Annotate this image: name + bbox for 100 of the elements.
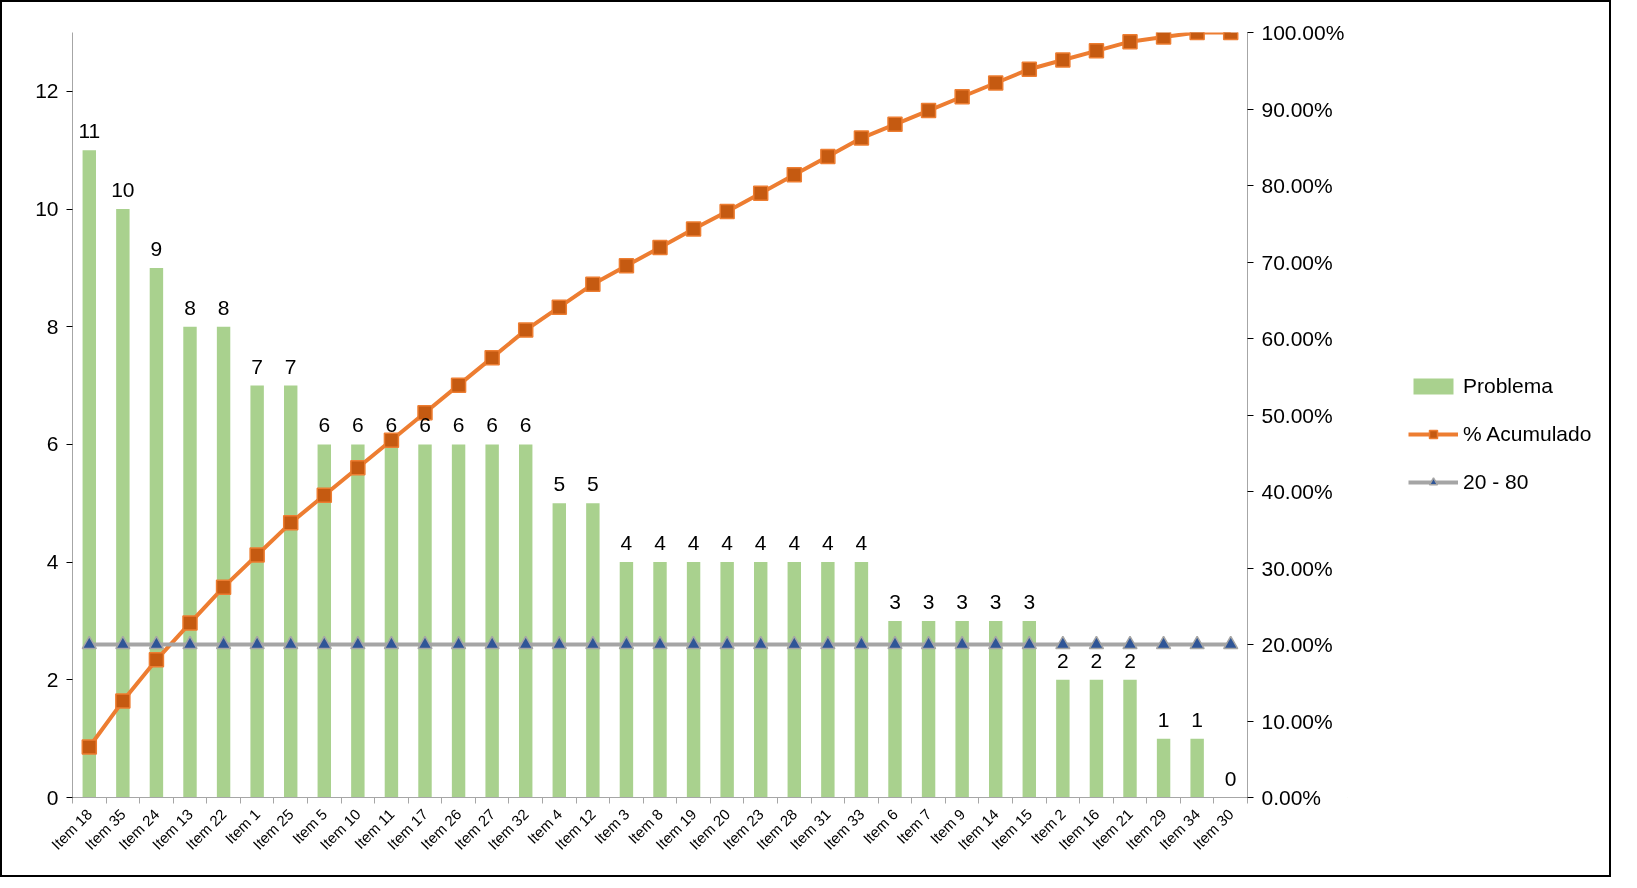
y2-tick-label: 80.00%	[1261, 174, 1333, 197]
bar	[955, 620, 969, 798]
point	[1155, 635, 1172, 650]
point	[115, 635, 131, 650]
point	[182, 615, 198, 631]
point	[1222, 635, 1239, 650]
bar	[754, 562, 768, 798]
point	[920, 635, 937, 650]
point	[450, 377, 467, 393]
y2-tick-label: 40.00%	[1261, 480, 1333, 503]
y2-tick-label: 50.00%	[1261, 403, 1333, 427]
bar	[250, 385, 264, 798]
y2-tick-label: 0.00%	[1261, 786, 1322, 809]
legend-label: Problema	[1463, 374, 1553, 398]
legend-label: 20 - 80	[1463, 470, 1529, 494]
bar	[586, 503, 600, 798]
data-label: 1	[1157, 707, 1170, 731]
point	[752, 635, 769, 650]
point	[887, 116, 903, 133]
y2-tick-label: 30.00%	[1261, 556, 1333, 580]
data-label: 4	[754, 531, 767, 555]
point	[1021, 635, 1038, 650]
bar	[1056, 679, 1070, 798]
point	[81, 635, 98, 650]
data-label: 2	[1124, 648, 1136, 672]
bar	[619, 562, 634, 798]
point	[887, 635, 903, 650]
bar	[351, 444, 365, 798]
bar	[82, 150, 96, 798]
point	[1021, 61, 1038, 77]
point	[786, 635, 803, 650]
data-label: 6	[318, 413, 331, 437]
y-tick-label: 10	[35, 197, 59, 221]
point	[585, 635, 601, 650]
y2-tick-label: 90.00%	[1261, 97, 1333, 121]
point	[1055, 635, 1071, 650]
bar	[519, 444, 533, 798]
data-label: 4	[822, 531, 835, 555]
point	[853, 130, 870, 146]
y2-tick-label: 20.00%	[1261, 633, 1333, 656]
data-label: 1	[1191, 707, 1203, 731]
point	[954, 89, 970, 105]
legend-label: % Acumulado	[1463, 422, 1592, 446]
data-label: 10	[111, 178, 135, 202]
y-tick-label: 8	[46, 314, 59, 338]
data-label: 2	[1057, 648, 1069, 672]
point	[853, 635, 870, 650]
bar	[989, 620, 1003, 798]
point	[954, 635, 970, 650]
data-label: 4	[654, 531, 667, 555]
bar	[149, 267, 164, 798]
point	[215, 579, 232, 595]
bar	[1022, 620, 1036, 798]
data-label: 4	[788, 531, 801, 555]
bar	[686, 562, 701, 798]
data-label: 4	[855, 531, 868, 555]
point	[987, 635, 1004, 650]
point	[383, 432, 400, 448]
bar	[1156, 738, 1171, 798]
point	[282, 515, 299, 531]
data-label: 5	[553, 472, 566, 496]
y-tick-label: 4	[46, 550, 59, 574]
bar	[921, 620, 936, 798]
point	[417, 635, 433, 650]
point	[652, 635, 668, 650]
point	[148, 652, 165, 668]
point	[1189, 635, 1205, 650]
point	[1122, 33, 1138, 50]
bar	[116, 209, 130, 798]
point	[719, 203, 735, 220]
data-label: 6	[385, 413, 398, 437]
point	[517, 322, 534, 338]
bar	[418, 444, 432, 798]
data-label: 11	[78, 119, 101, 143]
data-label: 3	[889, 589, 901, 613]
point	[920, 102, 937, 119]
bar	[552, 503, 566, 798]
bar	[653, 562, 667, 798]
bar	[485, 444, 499, 798]
bar	[284, 385, 298, 798]
point	[1055, 52, 1071, 68]
data-label: 5	[587, 472, 599, 496]
point	[652, 239, 668, 256]
data-label: 3	[956, 589, 968, 613]
data-label: 6	[419, 413, 431, 437]
point	[786, 167, 803, 183]
point	[517, 635, 534, 650]
point	[1122, 635, 1138, 650]
point	[1155, 32, 1172, 45]
y-tick-label: 2	[46, 667, 59, 691]
point	[820, 635, 836, 650]
point	[719, 635, 735, 650]
y-tick-label: 12	[35, 79, 59, 103]
bar	[1089, 679, 1104, 798]
y2-tick-label: 10.00%	[1261, 709, 1333, 733]
bar	[821, 562, 835, 798]
point	[350, 460, 366, 476]
point	[551, 635, 568, 650]
point	[249, 635, 265, 650]
point	[249, 547, 265, 563]
